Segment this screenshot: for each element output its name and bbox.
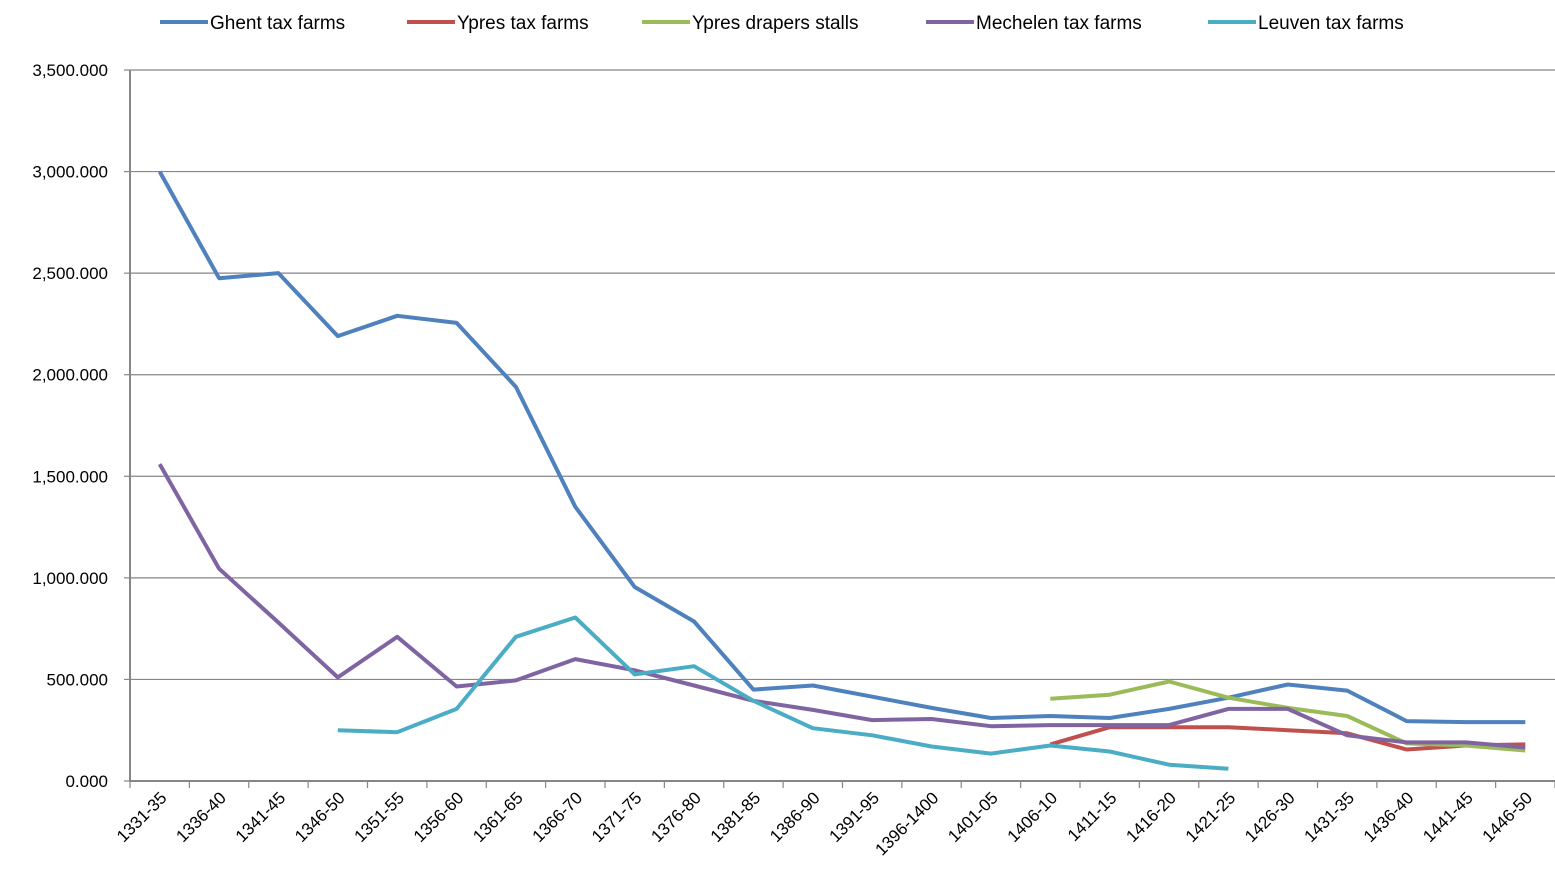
- x-tick-label: 1441-45: [1419, 788, 1477, 846]
- x-tick-label: 1396-1400: [871, 788, 942, 859]
- series-line-leuven-tax-farms: [337, 615, 1229, 771]
- x-tick-label: 1356-60: [410, 788, 468, 846]
- y-tick-label: 3,000.000: [32, 163, 108, 182]
- y-tick-label: 3,500.000: [32, 61, 108, 80]
- x-tick-label: 1336-40: [172, 788, 230, 846]
- legend-label: Leuven tax farms: [1258, 13, 1404, 34]
- x-tick-label: 1371-75: [588, 788, 646, 846]
- legend-item-ghent-tax-farms: Ghent tax farms: [160, 13, 345, 34]
- legend-label: Ghent tax farms: [210, 13, 345, 34]
- x-tick-label: 1406-10: [1004, 788, 1062, 846]
- series-line-ghent-tax-farms: [157, 170, 1526, 725]
- legend-item-mechelen-tax-farms: Mechelen tax farms: [926, 13, 1142, 34]
- x-tick-label: 1411-15: [1064, 788, 1121, 845]
- legend-label: Mechelen tax farms: [976, 13, 1142, 34]
- x-tick-label: 1416-20: [1122, 788, 1180, 846]
- x-tick-label: 1361-65: [469, 788, 527, 846]
- legend-label: Ypres tax farms: [457, 13, 589, 34]
- y-tick-label: 0.000: [65, 772, 108, 791]
- x-tick-label: 1386-90: [766, 788, 824, 846]
- y-tick-label: 500.000: [47, 670, 108, 689]
- x-tick-label: 1341-45: [232, 788, 290, 846]
- legend-item-ypres-drapers-stalls: Ypres drapers stalls: [642, 13, 859, 34]
- chart-legend: Ghent tax farms Ypres tax farms Ypres drap…: [160, 13, 1404, 34]
- x-tick-label: 1431-35: [1300, 788, 1358, 846]
- legend-label: Ypres drapers stalls: [692, 13, 859, 34]
- x-tick-label: 1446-50: [1479, 788, 1537, 846]
- x-tick-label: 1331-35: [113, 788, 171, 846]
- series-line-ypres-tax-farms: [1049, 725, 1526, 752]
- y-axis-tick-labels: 0.000 500.000 1,000.000 1,500.000 2,000.000 2…: [32, 61, 108, 791]
- gridlines: [124, 69, 1555, 782]
- x-tick-label: 1376-80: [647, 788, 705, 846]
- x-tick-label: 1421-25: [1182, 788, 1240, 846]
- x-axis-tick-labels: 1331-35 1336-40 1341-45 1346-50 1351-55 1356-…: [113, 788, 1536, 859]
- x-tick-label: 1391-95: [825, 788, 883, 846]
- x-tick-label: 1381-85: [707, 788, 765, 846]
- y-tick-label: 1,000.000: [32, 569, 108, 588]
- x-tick-label: 1436-40: [1360, 788, 1418, 846]
- legend-item-ypres-tax-farms: Ypres tax farms: [407, 13, 589, 34]
- x-tick-label: 1351-55: [350, 788, 408, 846]
- x-tick-label: 1346-50: [291, 788, 349, 846]
- y-tick-label: 2,500.000: [32, 264, 108, 283]
- legend-item-leuven-tax-farms: Leuven tax farms: [1208, 13, 1404, 34]
- series-line-mechelen-tax-farms: [157, 463, 1526, 750]
- x-tick-label: 1426-30: [1241, 788, 1299, 846]
- y-tick-label: 2,000.000: [32, 366, 108, 385]
- x-tick-label: 1366-70: [529, 788, 587, 846]
- series-lines: [157, 170, 1526, 771]
- x-tick-label: 1401-05: [944, 788, 1002, 846]
- y-tick-label: 1,500.000: [32, 467, 108, 486]
- axes: [129, 70, 1555, 788]
